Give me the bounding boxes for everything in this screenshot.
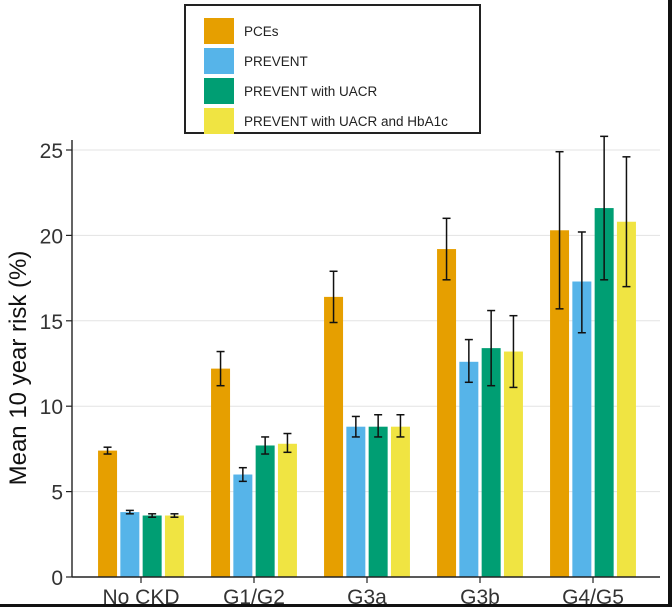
bar — [459, 361, 479, 577]
bar — [481, 348, 501, 577]
y-tick-label: 5 — [51, 482, 63, 505]
x-tick-label: G3a — [347, 586, 387, 607]
bar — [572, 281, 592, 577]
gridlines — [72, 149, 660, 578]
legend-label: PREVENT with UACR — [244, 83, 378, 99]
x-tick-label: G3b — [460, 586, 500, 607]
frame-edge — [668, 0, 672, 607]
bar — [211, 368, 231, 577]
bar — [390, 426, 410, 577]
bar — [142, 515, 162, 577]
bar — [368, 426, 388, 577]
legend-label: PREVENT with UACR and HbA1c — [244, 113, 448, 129]
bar — [346, 426, 366, 577]
bar — [255, 445, 275, 577]
legend-swatch-prevent — [204, 48, 234, 74]
legend-swatch-pces — [204, 18, 234, 44]
legend-item-pces: PCEs — [204, 18, 279, 44]
legend-swatch-prevent-uacr-hba1c — [204, 108, 234, 134]
x-tick-label: No CKD — [102, 586, 179, 607]
axes: 0 5 10 15 20 25 No CKD G1/G2 G3a G3b G4/G5 — [40, 140, 660, 607]
error-bars-group — [103, 135, 631, 518]
bars-group — [98, 208, 636, 577]
legend-swatch-prevent-uacr — [204, 78, 234, 104]
y-tick-label: 10 — [40, 396, 63, 419]
bar — [233, 474, 253, 577]
bar — [120, 512, 140, 577]
legend-item-prevent-uacr: PREVENT with UACR — [204, 78, 377, 104]
bar — [616, 221, 636, 577]
bar — [164, 515, 184, 577]
bar — [277, 443, 297, 577]
y-axis-label: Mean 10 year risk (%) — [5, 251, 32, 486]
bar — [550, 230, 570, 577]
y-tick-label: 0 — [51, 567, 63, 590]
y-tick-label: 25 — [40, 140, 63, 163]
bar — [594, 208, 614, 577]
y-tick-label: 20 — [40, 225, 63, 248]
x-tick-label: G1/G2 — [223, 586, 285, 607]
legend-label: PCEs — [244, 23, 279, 39]
frame-edge — [0, 604, 672, 607]
legend-item-prevent: PREVENT — [204, 48, 308, 74]
bar — [437, 249, 457, 577]
bar — [324, 296, 344, 577]
legend-item-prevent-uacr-hba1c: PREVENT with UACR and HbA1c — [204, 108, 448, 134]
x-tick-label: G4/G5 — [562, 586, 624, 607]
y-tick-label: 15 — [40, 311, 63, 334]
bar — [98, 450, 118, 577]
legend-label: PREVENT — [244, 53, 308, 69]
bar — [503, 351, 523, 577]
chart-legend: PCEs PREVENT PREVENT with UACR PREVENT w… — [184, 4, 481, 134]
